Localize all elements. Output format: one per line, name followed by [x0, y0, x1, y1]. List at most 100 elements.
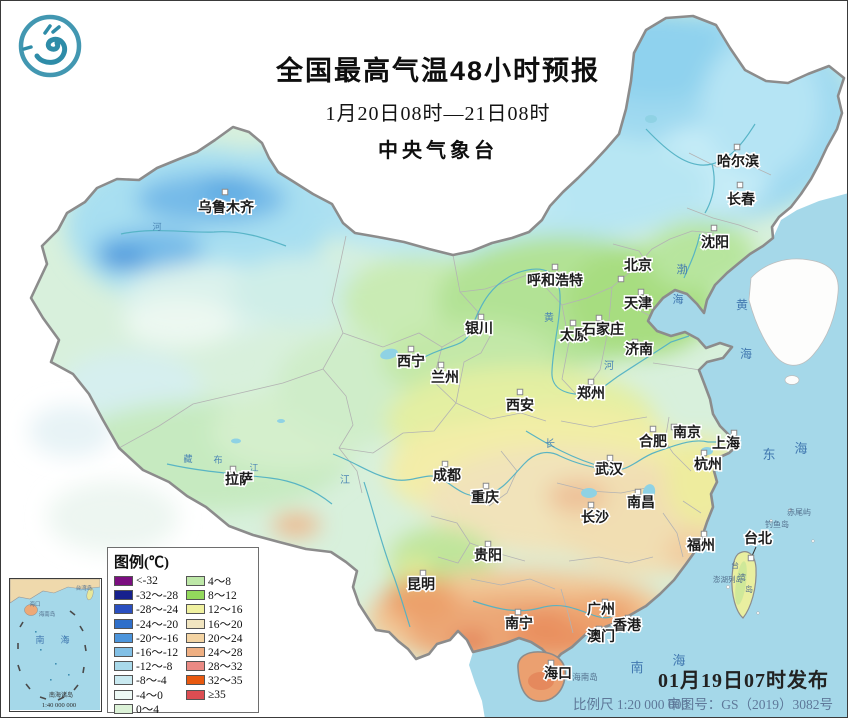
city-南昌: 南昌 — [626, 488, 657, 512]
city-marker — [670, 423, 678, 431]
legend-swatch — [186, 604, 205, 615]
river-label: 藏 — [183, 453, 192, 464]
legend-item: -32～-28 — [114, 588, 184, 602]
city-label: 海口 — [544, 665, 572, 681]
city-label: 成都 — [433, 467, 461, 483]
legend-swatch — [114, 661, 133, 672]
legend-swatch — [114, 618, 133, 629]
city-label: 兰州 — [431, 369, 459, 385]
city-marker — [595, 625, 603, 633]
city-marker — [514, 608, 522, 616]
city-marker — [551, 263, 559, 271]
legend-swatch — [186, 689, 205, 700]
city-marker — [482, 482, 490, 490]
city-marker — [649, 425, 657, 433]
river-label: 江 — [249, 463, 258, 473]
inset-taiwan — [86, 587, 94, 601]
legend-item: 20～24 — [186, 631, 256, 645]
legend-item: -8～-4 — [114, 673, 184, 687]
legend-label: 32～35 — [208, 675, 243, 688]
legend-item: -16～-12 — [114, 645, 184, 659]
legend-swatch — [114, 703, 133, 714]
city-广州: 广州 — [586, 598, 617, 619]
city-贵阳: 贵阳 — [473, 540, 504, 565]
map-scale: 比例尺 1:20 000 000 — [573, 697, 689, 712]
sea-label: 海 — [794, 441, 807, 456]
legend-item: 28～32 — [186, 659, 256, 673]
city-拉萨: 拉萨 — [224, 465, 255, 489]
lakes — [231, 115, 713, 500]
city-marker — [624, 614, 632, 622]
city-label: 福州 — [686, 537, 715, 553]
city-marker — [700, 449, 708, 457]
city-marker — [595, 314, 603, 322]
south-china-sea-inset: 台湾岛 海口 海南岛南 海南海诸岛 1:40 000 000 — [9, 578, 102, 712]
legend-swatch — [114, 632, 133, 643]
rivers — [120, 123, 756, 628]
city-label: 香港 — [612, 617, 642, 633]
inset-label: 海口 — [29, 600, 40, 608]
province-boundaries — [118, 152, 772, 634]
city-兰州: 兰州 — [430, 361, 461, 387]
legend-label: 12～16 — [208, 604, 243, 617]
river-label: 黄 — [544, 311, 554, 324]
legend-item: 0～4 — [114, 702, 184, 716]
legend-grid: <-32 -32～-28 -28～-24 -24～-20 -20～-16 -16～-12-… — [114, 574, 253, 716]
city-昆明: 昆明 — [406, 569, 437, 594]
city-西宁: 西宁 — [396, 345, 427, 371]
city-label: 哈尔滨 — [717, 153, 759, 169]
legend-label: -24～-20 — [136, 618, 179, 631]
legend-title: 图例(℃) — [114, 555, 169, 571]
city-海口: 海口 — [543, 659, 574, 683]
city-呼和浩特: 呼和浩特 — [526, 263, 585, 290]
korea-peninsula — [748, 258, 839, 385]
inset-label: 1:40 000 000 — [42, 702, 76, 709]
legend-swatch — [186, 661, 205, 672]
inset-label: 南 — [35, 634, 44, 645]
legend-label: ≥35 — [208, 688, 226, 701]
city-济南: 济南 — [624, 338, 655, 359]
city-南京: 南京 — [670, 423, 703, 442]
city-重庆: 重庆 — [470, 482, 501, 507]
city-marker — [700, 530, 708, 538]
city-上海: 上海 — [711, 429, 742, 453]
city-label: 石家庄 — [581, 321, 624, 337]
city-label: 南京 — [673, 424, 701, 440]
small-islands — [726, 508, 815, 615]
geo-label: 湾 — [738, 572, 746, 582]
sea-label: 南 — [630, 660, 643, 675]
legend-swatch — [114, 590, 133, 601]
legend-item: 4～8 — [186, 574, 256, 588]
legend-swatch — [186, 647, 205, 658]
city-marker — [587, 378, 595, 386]
city-marker — [747, 554, 755, 562]
legend-label: -32～-28 — [136, 590, 179, 603]
city-label: 贵阳 — [474, 547, 502, 563]
city-label: 拉萨 — [225, 471, 253, 487]
city-marker — [477, 313, 485, 321]
legend-label: -20～-16 — [136, 632, 179, 645]
city-合肥: 合肥 — [638, 425, 669, 451]
sea-label: 海 — [673, 292, 684, 306]
city-marker — [229, 465, 237, 473]
sea-label: 黄 — [736, 298, 748, 312]
city-label: 沈阳 — [701, 234, 729, 250]
legend-swatch — [186, 590, 205, 601]
legend-item: -28～-24 — [114, 602, 184, 616]
city-哈尔滨: 哈尔滨 — [716, 143, 761, 171]
city-label: 昆明 — [407, 576, 435, 592]
city-marker — [601, 598, 609, 606]
legend-label: 16～20 — [208, 618, 243, 631]
city-label: 银川 — [465, 320, 493, 336]
city-label: 呼和浩特 — [527, 272, 583, 288]
city-label: 太原 — [560, 327, 588, 343]
city-武汉: 武汉 — [594, 454, 625, 479]
legend-item: ≥35 — [186, 688, 256, 702]
city-marker — [516, 388, 524, 396]
legend-label: 8～12 — [208, 590, 237, 603]
legend-label: 28～32 — [208, 661, 243, 674]
sea-label: 海 — [740, 346, 752, 361]
legend-label: -16～-12 — [136, 647, 179, 660]
